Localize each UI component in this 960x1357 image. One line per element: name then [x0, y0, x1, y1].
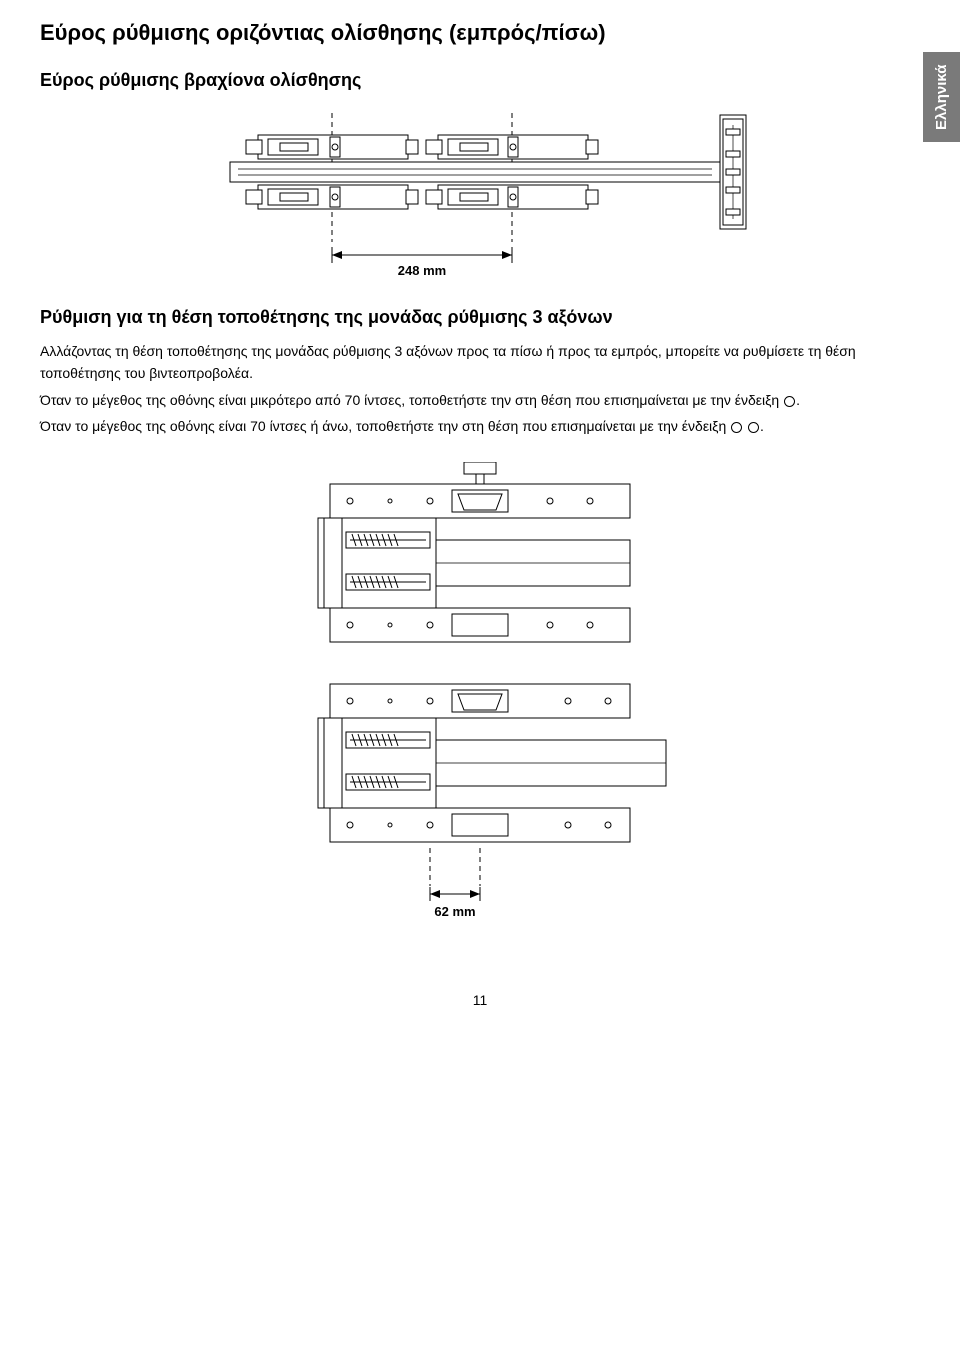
language-tab: Ελληνικά: [923, 52, 960, 142]
section-title: Ρύθμιση για τη θέση τοποθέτησης της μονά…: [40, 307, 920, 328]
dim-62: 62 mm: [434, 904, 475, 919]
marker-single-circle: [784, 396, 795, 407]
diagram-slide-arm: 248 mm: [160, 107, 800, 287]
page-number: 11: [40, 992, 920, 1008]
paragraph-3: Όταν το μέγεθος της οθόνης είναι 70 ίντσ…: [40, 415, 920, 437]
main-title: Εύρος ρύθμισης οριζόντιας ολίσθησης (εμπ…: [40, 20, 920, 46]
diagram-3axis-unit: 62 mm: [280, 462, 680, 932]
sub-title: Εύρος ρύθμισης βραχίονα ολίσθησης: [40, 70, 920, 91]
marker-double-circle-1: [731, 422, 742, 433]
marker-double-circle-2: [748, 422, 759, 433]
paragraph-2: Όταν το μέγεθος της οθόνης είναι μικρότε…: [40, 389, 920, 411]
paragraph-1: Αλλάζοντας τη θέση τοποθέτησης της μονάδ…: [40, 340, 920, 385]
dim-248: 248 mm: [398, 263, 446, 278]
